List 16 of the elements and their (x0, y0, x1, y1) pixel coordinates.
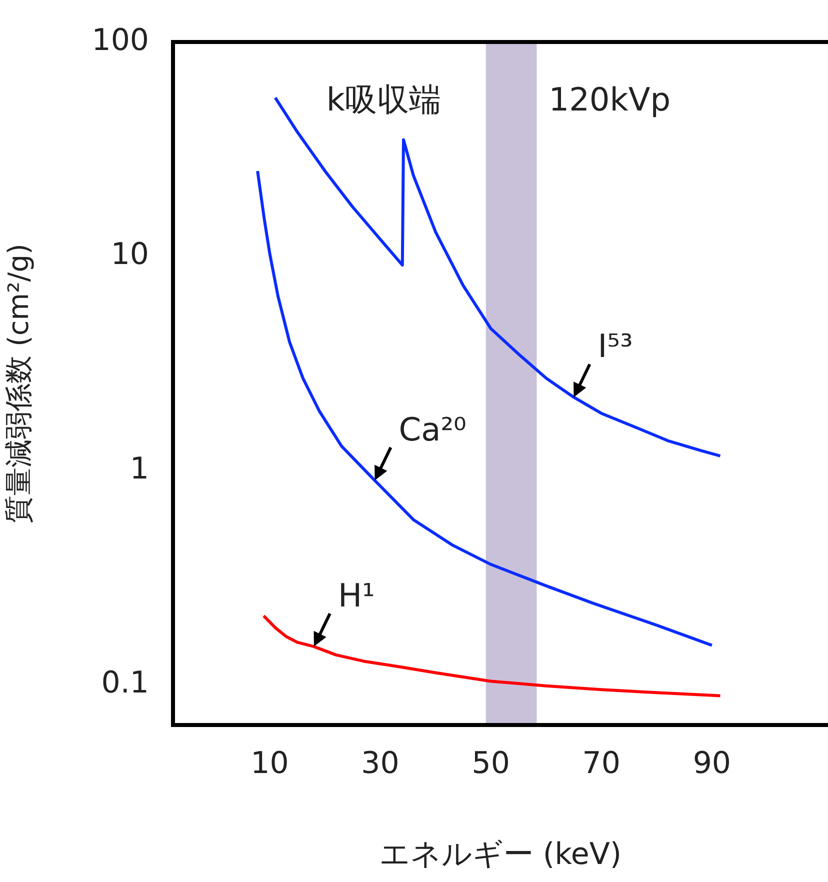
x-tick-label: 30 (361, 746, 400, 781)
x-tick-label: 70 (582, 746, 620, 781)
annotation: H¹ (338, 576, 375, 615)
x-tick-label: 10 (250, 746, 289, 781)
y-tick-label: 1 (130, 451, 149, 486)
y-tick-label: 100 (92, 22, 149, 58)
y-tick-label: 0.1 (101, 666, 149, 701)
annotation: I⁵³ (598, 327, 633, 366)
annotation: k吸収端 (326, 80, 441, 118)
y-axis-title: 質量減弱係数 (cm²/g) (2, 244, 36, 524)
x-tick-label: 90 (692, 746, 732, 781)
x-axis-title: エネルギー (keV) (379, 836, 622, 872)
band-label: 120kVp (548, 80, 671, 118)
x-tick-label: 50 (472, 746, 510, 781)
y-tick-label: 10 (110, 237, 149, 272)
annotation: Ca²⁰ (398, 410, 466, 448)
